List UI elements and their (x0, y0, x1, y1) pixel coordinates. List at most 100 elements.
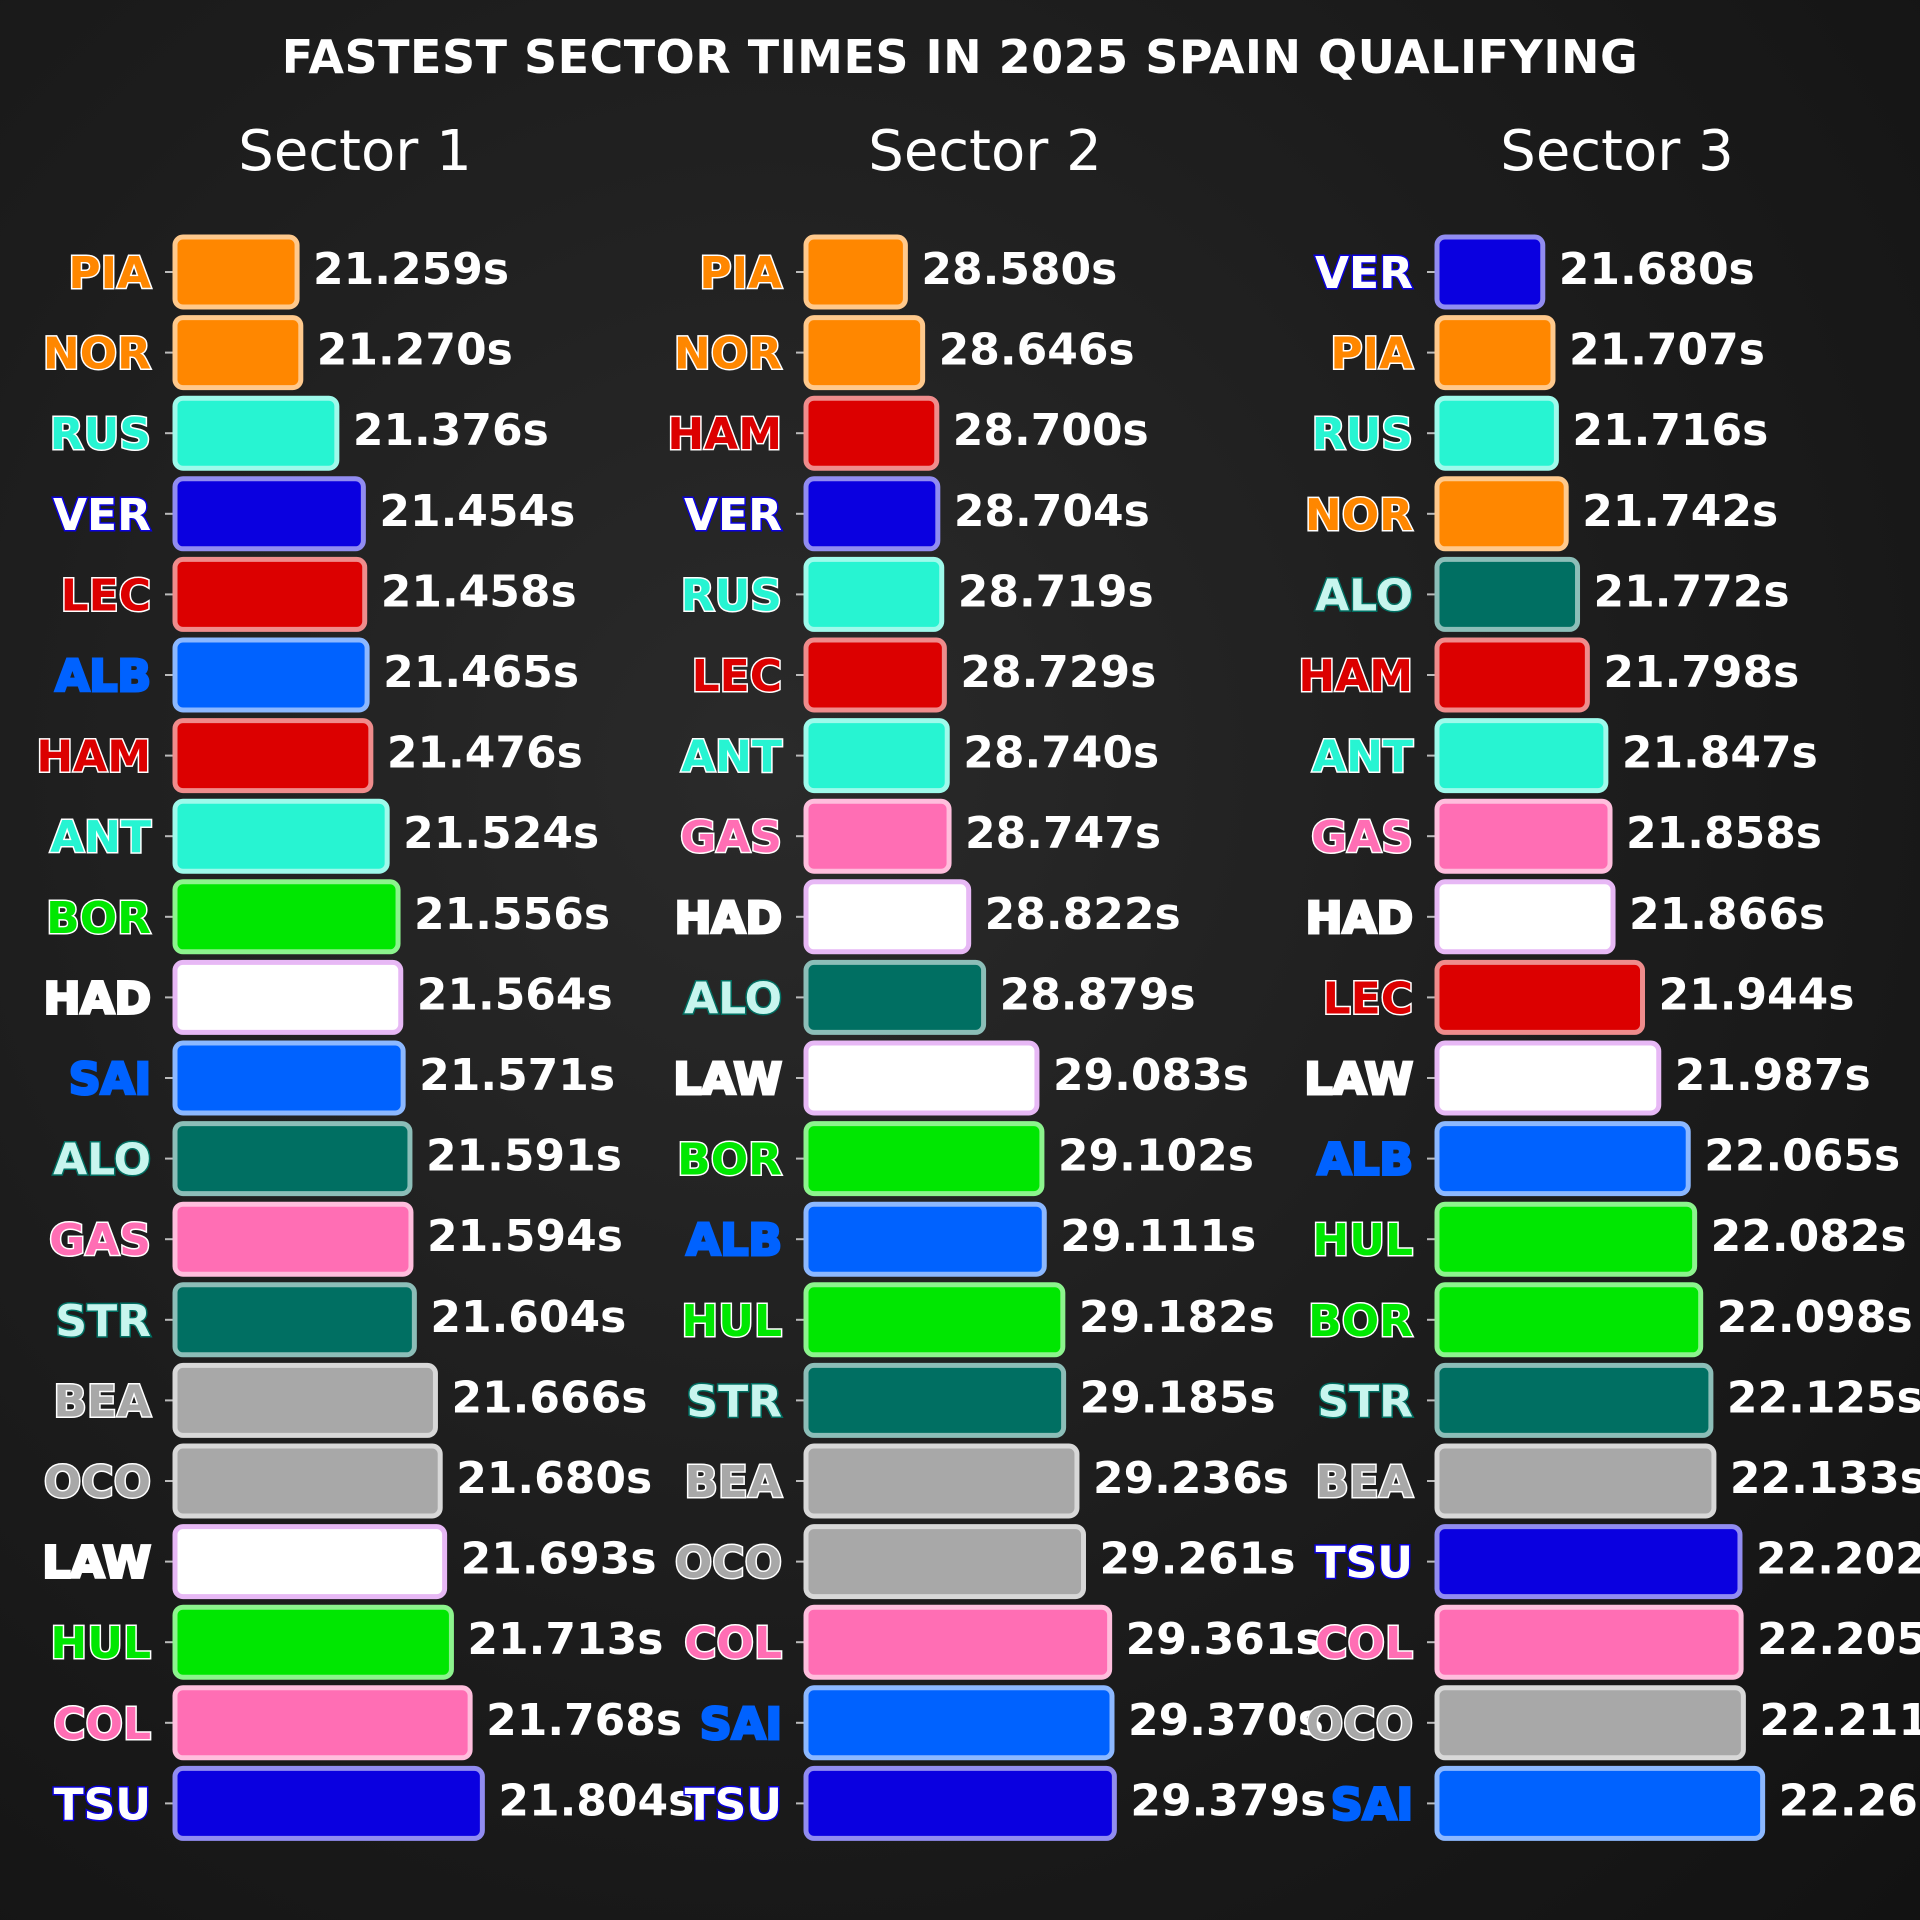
sector-1-driver-label: COL (53, 1699, 151, 1750)
sector-1-driver-label: HUL (50, 1618, 151, 1669)
sector-2-driver-label: ALO (684, 973, 782, 1024)
sector-2-driver-label: STR (686, 1376, 782, 1427)
sector-2-value-label: 29.236s (1093, 1453, 1289, 1504)
sector-2-bar (803, 315, 926, 391)
sector-3-driver-label: BEA (1315, 1457, 1413, 1508)
sector-1-value-label: 21.524s (403, 808, 599, 859)
sector-3-value-label: 22.125s (1727, 1372, 1920, 1423)
sector-3-driver-label: STR (1317, 1376, 1413, 1427)
sector-1-bar (172, 718, 374, 794)
sector-1-bar (172, 637, 370, 713)
sector-3-bar (1434, 1040, 1662, 1116)
sector-2-driver-label: OCO (675, 1538, 782, 1589)
sector-2-value-label: 28.740s (963, 728, 1159, 779)
sector-2-bar (803, 1524, 1086, 1600)
sector-3-bar (1434, 556, 1581, 632)
sector-2-value-label: 28.580s (921, 244, 1117, 295)
sector-2-value-label: 29.102s (1058, 1131, 1254, 1182)
sector-3-driver-label: SAI (1331, 1779, 1413, 1830)
sector-3-driver-label: LAW (1304, 1054, 1413, 1105)
sector-2-value-label: 28.747s (965, 808, 1161, 859)
sector-2-value-label: 28.729s (960, 647, 1156, 698)
sector-3-bar (1434, 1685, 1746, 1761)
sector-3-value-label: 21.866s (1629, 889, 1825, 940)
sector-3-driver-label: NOR (1305, 490, 1413, 541)
sector-2-bar (803, 879, 972, 955)
sector-1-value-label: 21.591s (426, 1131, 622, 1182)
sector-3-driver-label: ANT (1312, 732, 1413, 783)
sector-1-driver-label: ALO (53, 1135, 151, 1186)
sector-1-bar (172, 1362, 438, 1438)
sector-1-driver-label: HAD (44, 973, 151, 1024)
sector-1-value-label: 21.476s (387, 728, 583, 779)
sector-1-value-label: 21.454s (379, 486, 575, 537)
sector-2-driver-label: GAS (680, 812, 782, 863)
sector-1-bar (172, 798, 390, 874)
sector-3-value-label: 21.716s (1572, 405, 1768, 456)
sector-1-bar (172, 1443, 443, 1519)
sector-3-bar (1434, 637, 1590, 713)
sector-1-bar (172, 1685, 473, 1761)
sector-2-bar (803, 718, 950, 794)
sector-1-bar (172, 1201, 414, 1277)
sector-3-value-label: 21.798s (1603, 647, 1799, 698)
sector-3-value-label: 22.262s (1779, 1775, 1920, 1826)
sector-1-value-label: 21.713s (467, 1614, 663, 1665)
sector-2-value-label: 29.370s (1128, 1695, 1324, 1746)
sector-2-driver-label: HAM (667, 409, 782, 460)
sector-3-driver-label: RUS (1312, 409, 1413, 460)
sector-2-value-label: 28.879s (1000, 969, 1196, 1020)
sector-1-bar (172, 1121, 413, 1197)
sector-3-driver-label: TSU (1316, 1538, 1413, 1589)
sector-3-value-label: 21.858s (1626, 808, 1822, 859)
sector-2-value-label: 29.185s (1080, 1372, 1276, 1423)
sector-1-driver-label: ANT (50, 812, 151, 863)
sector-3-driver-label: HUL (1312, 1215, 1413, 1266)
sector-3-bar (1434, 1362, 1714, 1438)
sector-1-value-label: 21.666s (451, 1372, 647, 1423)
sector-2-bar (803, 637, 947, 713)
sector-2-driver-label: SAI (700, 1699, 782, 1750)
sector-3-bar (1434, 959, 1646, 1035)
sector-1-driver-label: HAM (36, 732, 151, 783)
sector-1-value-label: 21.270s (317, 325, 513, 376)
sector-1-driver-label: SAI (69, 1054, 151, 1105)
sector-3-bar (1434, 234, 1546, 310)
sector-3-value-label: 22.133s (1730, 1453, 1920, 1504)
sector-3-driver-label: VER (1315, 248, 1413, 299)
sector-1-value-label: 21.556s (414, 889, 610, 940)
sector-1-bar (172, 556, 368, 632)
sector-2-driver-label: HAD (675, 893, 782, 944)
sector-1-bar (172, 1282, 417, 1358)
sector-3-bar (1434, 476, 1569, 552)
sector-1-bar (172, 476, 366, 552)
sector-2-value-label: 28.719s (958, 566, 1154, 617)
sector-3-driver-label: OCO (1306, 1699, 1413, 1750)
sector-1-value-label: 21.376s (353, 405, 549, 456)
sector-3-driver-label: ALO (1315, 570, 1413, 621)
sector-2-driver-label: BEA (684, 1457, 782, 1508)
sector-1-bar (172, 959, 404, 1035)
sector-3-value-label: 21.680s (1559, 244, 1755, 295)
sector-2-bar (803, 556, 945, 632)
sector-2-driver-label: RUS (681, 570, 782, 621)
sector-3-driver-label: ALB (1317, 1135, 1413, 1186)
sector-2-bar (803, 959, 987, 1035)
sector-3-bar (1434, 1282, 1704, 1358)
sector-1-bar (172, 1040, 406, 1116)
sector-2-bar (803, 476, 941, 552)
sector-1-driver-label: NOR (43, 329, 151, 380)
sector-2-bar (803, 395, 940, 471)
sector-2-bar (803, 798, 952, 874)
sector-2-bar (803, 1201, 1047, 1277)
sector-2-bar (803, 1443, 1080, 1519)
sector-1-value-label: 21.571s (419, 1050, 615, 1101)
sector-2-driver-label: HUL (681, 1296, 782, 1347)
sector-3-driver-label: PIA (1330, 329, 1413, 380)
sector-2-driver-label: ANT (681, 732, 782, 783)
sector-1-driver-label: TSU (54, 1779, 151, 1830)
sector-2-driver-label: NOR (674, 329, 782, 380)
sector-1-bar (172, 879, 401, 955)
sector-3-value-label: 22.202s (1756, 1534, 1920, 1585)
sector-2-driver-label: VER (684, 490, 782, 541)
